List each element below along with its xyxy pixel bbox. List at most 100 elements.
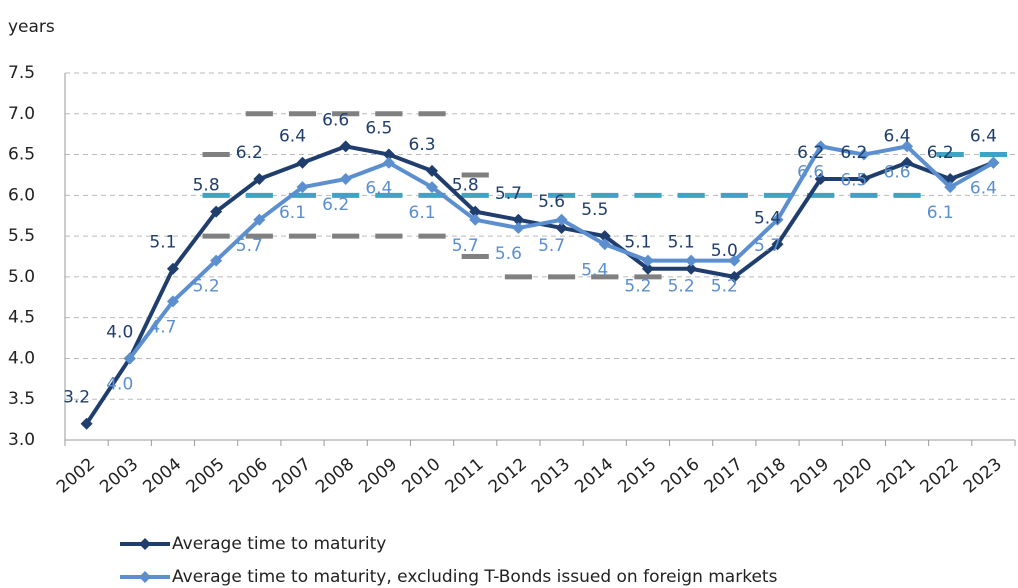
- data-label: 5.0: [711, 241, 738, 261]
- data-label: 6.2: [840, 143, 867, 163]
- point-marker: [512, 213, 525, 226]
- data-label: 4.0: [106, 374, 133, 394]
- point-marker: [857, 148, 870, 161]
- point-marker: [166, 295, 179, 308]
- point-marker: [469, 205, 482, 218]
- point-marker: [814, 140, 827, 153]
- data-label: 4.7: [149, 317, 176, 337]
- y-tick-label: 4.0: [8, 348, 35, 368]
- data-label: 5.7: [538, 236, 565, 256]
- x-tick-label: 2012: [485, 454, 531, 497]
- data-label: 6.6: [884, 162, 911, 182]
- data-label: 6.1: [409, 203, 436, 223]
- data-label: 6.6: [797, 162, 824, 182]
- x-tick-label: 2005: [183, 454, 229, 497]
- y-tick-label: 5.5: [8, 226, 35, 246]
- data-label: 5.1: [668, 233, 695, 253]
- x-tick-label: 2020: [830, 454, 876, 497]
- x-tick-label: 2021: [873, 454, 919, 497]
- data-label: 5.6: [495, 244, 522, 264]
- point-marker: [166, 262, 179, 275]
- data-label: 5.4: [581, 260, 608, 280]
- point-marker: [210, 205, 223, 218]
- point-marker: [426, 181, 439, 194]
- data-label: 5.4: [754, 208, 781, 228]
- point-marker: [857, 173, 870, 186]
- point-marker: [555, 221, 568, 234]
- data-label: 3.2: [63, 388, 90, 408]
- x-tick-label: 2010: [398, 454, 444, 497]
- point-marker: [512, 221, 525, 234]
- point-marker: [771, 238, 784, 251]
- data-label: 5.5: [581, 200, 608, 220]
- data-label: 6.6: [322, 110, 349, 130]
- x-tick-label: 2014: [571, 454, 617, 497]
- data-label: 5.7: [452, 236, 479, 256]
- data-label: 5.8: [452, 176, 479, 196]
- data-label: 6.2: [797, 143, 824, 163]
- x-tick-label: 2013: [528, 454, 574, 497]
- x-tick-label: 2019: [787, 454, 833, 497]
- point-marker: [685, 262, 698, 275]
- y-tick-label: 5.0: [8, 267, 35, 287]
- data-label: 6.2: [927, 143, 954, 163]
- x-tick-label: 2007: [269, 454, 315, 497]
- y-tick-label: 6.5: [8, 145, 35, 165]
- x-tick-label: 2006: [226, 454, 272, 497]
- data-label: 5.8: [193, 176, 220, 196]
- point-marker: [771, 213, 784, 226]
- y-axis-label: years: [8, 17, 55, 37]
- data-label: 6.3: [409, 135, 436, 155]
- point-marker: [641, 262, 654, 275]
- y-tick-label: 3.5: [8, 389, 35, 409]
- point-marker: [598, 238, 611, 251]
- point-marker: [944, 181, 957, 194]
- x-tick-label: 2017: [701, 454, 747, 497]
- x-tick-label: 2023: [960, 454, 1006, 497]
- data-label: 5.2: [624, 277, 651, 297]
- point-marker: [901, 156, 914, 169]
- data-label: 6.1: [927, 203, 954, 223]
- data-label: 6.5: [365, 119, 392, 139]
- data-label: 5.7: [236, 236, 263, 256]
- point-marker: [382, 148, 395, 161]
- point-marker: [210, 254, 223, 267]
- data-label: 6.4: [884, 127, 911, 147]
- point-marker: [685, 254, 698, 267]
- point-marker: [253, 173, 266, 186]
- data-label: 6.4: [279, 127, 306, 147]
- x-tick-label: 2003: [96, 454, 142, 497]
- data-label: 4.0: [106, 322, 133, 342]
- x-tick-label: 2004: [139, 454, 185, 497]
- x-tick-label: 2009: [355, 454, 401, 497]
- x-tick-label: 2015: [614, 454, 660, 497]
- point-marker: [728, 254, 741, 267]
- point-marker: [296, 181, 309, 194]
- x-tick-label: 2022: [917, 454, 963, 497]
- point-marker: [123, 352, 136, 365]
- data-label: 6.4: [970, 179, 997, 199]
- data-label: 5.1: [624, 233, 651, 253]
- point-marker: [80, 417, 93, 430]
- legend-marker: [139, 571, 151, 583]
- legend-label: Average time to maturity: [172, 534, 386, 554]
- data-label: 6.4: [365, 179, 392, 199]
- data-label: 6.4: [970, 127, 997, 147]
- data-label: 6.1: [279, 203, 306, 223]
- data-label: 5.1: [149, 233, 176, 253]
- point-marker: [641, 254, 654, 267]
- x-tick-label: 2008: [312, 454, 358, 497]
- point-marker: [296, 156, 309, 169]
- point-marker: [555, 213, 568, 226]
- x-tick-label: 2018: [744, 454, 790, 497]
- point-marker: [382, 156, 395, 169]
- data-label: 6.2: [322, 195, 349, 215]
- x-tick-label: 2002: [53, 454, 99, 497]
- data-label: 5.7: [495, 184, 522, 204]
- data-label: 6.2: [236, 143, 263, 163]
- data-label: 5.6: [538, 192, 565, 212]
- point-marker: [253, 213, 266, 226]
- data-label: 5.2: [711, 277, 738, 297]
- data-label: 5.2: [193, 277, 220, 297]
